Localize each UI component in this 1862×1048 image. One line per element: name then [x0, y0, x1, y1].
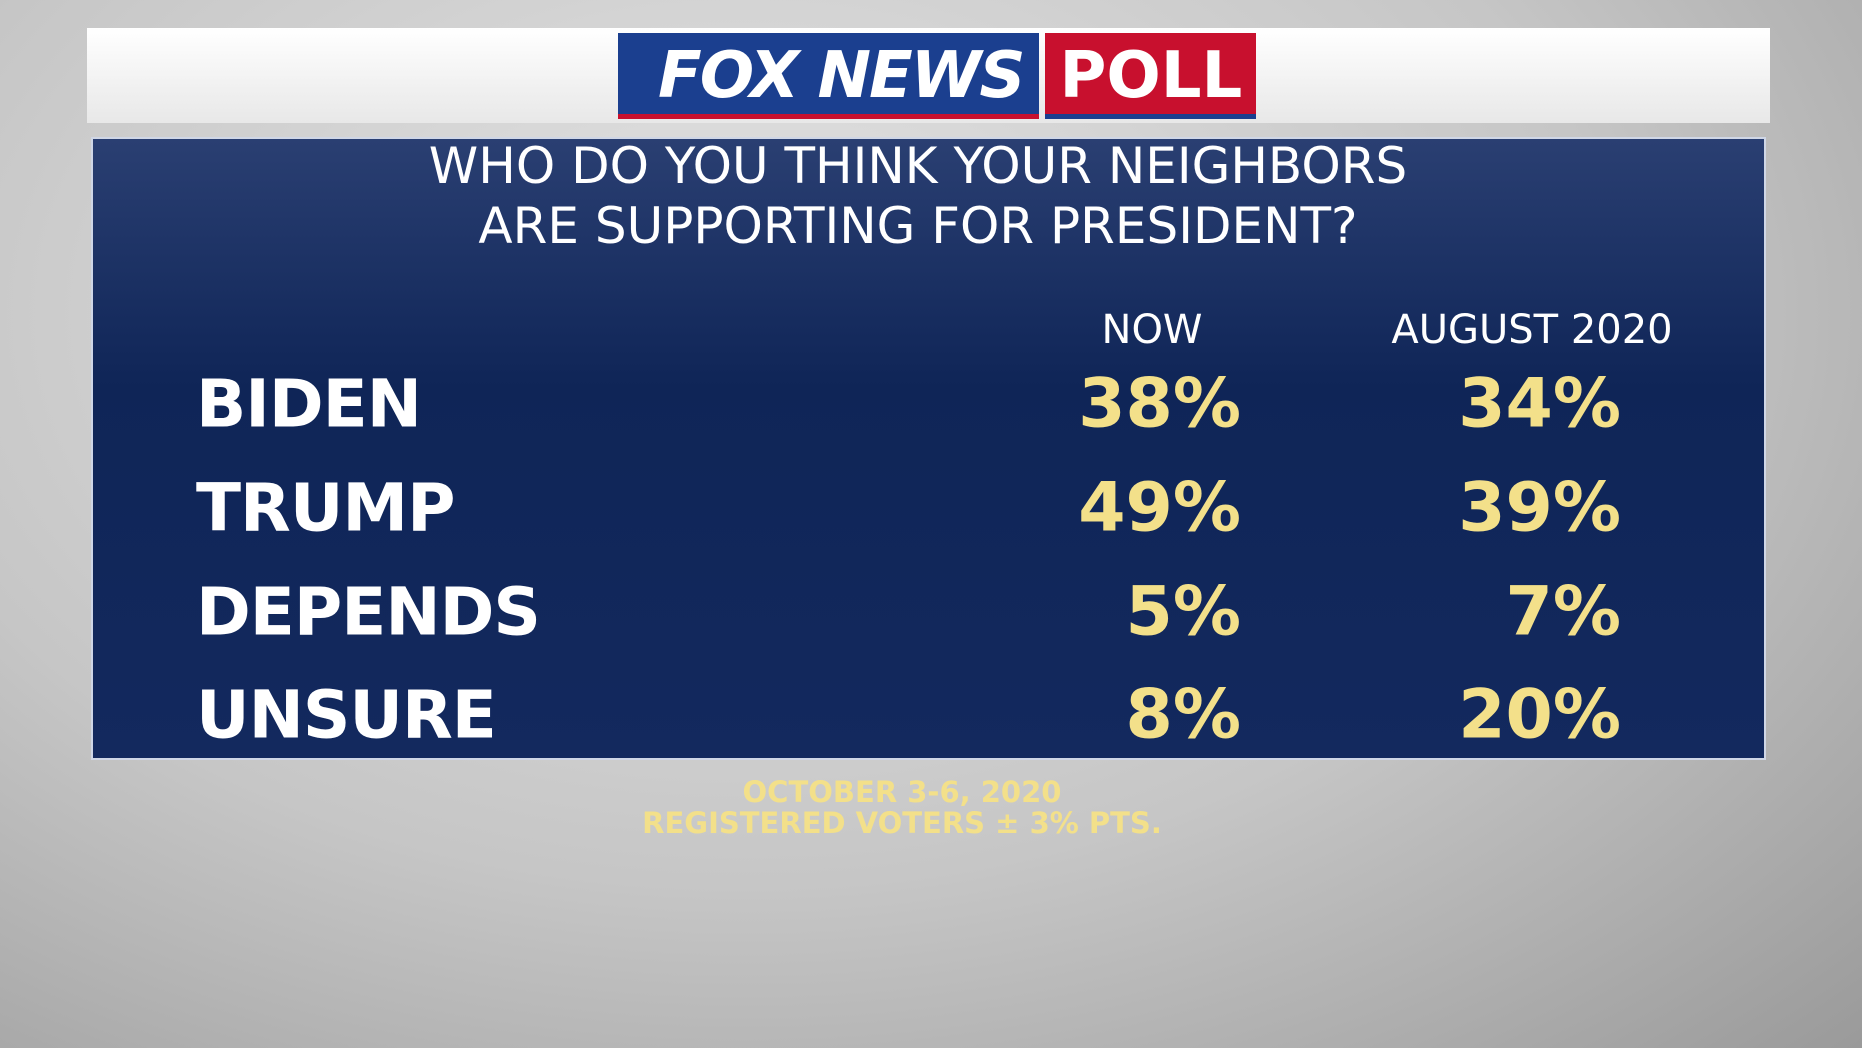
- cell-value: 34%: [1458, 364, 1621, 444]
- title-line: WHO DO YOU THINK YOUR NEIGHBORS: [428, 137, 1408, 195]
- row-label: BIDEN: [196, 365, 422, 443]
- cell-value: 49%: [1078, 468, 1241, 548]
- brand: FOX NEWS: [618, 33, 1040, 119]
- panel: [91, 137, 1766, 760]
- title-line: ARE SUPPORTING FOR PRESIDENT?: [478, 197, 1358, 255]
- cell-value: 8%: [1125, 675, 1241, 755]
- column-header: NOW: [1101, 307, 1203, 353]
- cell-value: 38%: [1078, 364, 1241, 444]
- logo: FOX NEWS POLL: [618, 33, 1257, 119]
- cell-value: 5%: [1125, 572, 1241, 652]
- footer-line: REGISTERED VOTERS ± 3% PTS.: [642, 806, 1162, 840]
- row-label: DEPENDS: [196, 573, 541, 651]
- column-header: AUGUST 2020: [1391, 307, 1673, 353]
- cell-value: 7%: [1505, 572, 1621, 652]
- row-label: UNSURE: [196, 676, 497, 754]
- badge: POLL: [1045, 33, 1257, 119]
- cell-value: 39%: [1458, 468, 1621, 548]
- row-label: TRUMP: [196, 469, 455, 547]
- footer-line: OCTOBER 3-6, 2020: [742, 775, 1062, 809]
- cell-value: 20%: [1458, 675, 1621, 755]
